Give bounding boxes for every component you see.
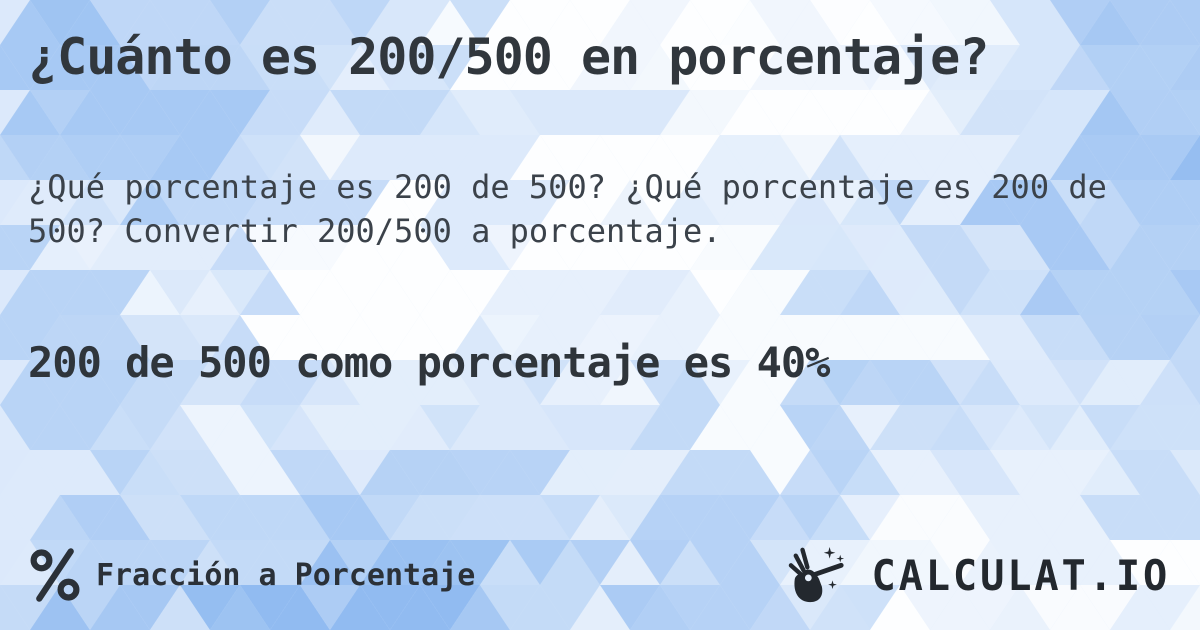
page-title: ¿Cuánto es 200/500 en porcentaje? [28, 28, 989, 86]
magic-wand-hand-icon [788, 546, 844, 603]
page-description: ¿Qué porcentaje es 200 de 500? ¿Qué porc… [28, 168, 1107, 250]
percent-icon [30, 548, 80, 602]
footer: Fracción a Porcentaje CALCULAT.IO [30, 544, 1170, 606]
brand-name: CALCULAT.IO [871, 550, 1170, 600]
category-badge: Fracción a Porcentaje [30, 548, 475, 602]
brand-logo: CALCULAT.IO [787, 546, 1170, 604]
category-label: Fracción a Porcentaje [96, 557, 476, 593]
answer-text: 200 de 500 como porcentaje es 40% [28, 338, 830, 387]
